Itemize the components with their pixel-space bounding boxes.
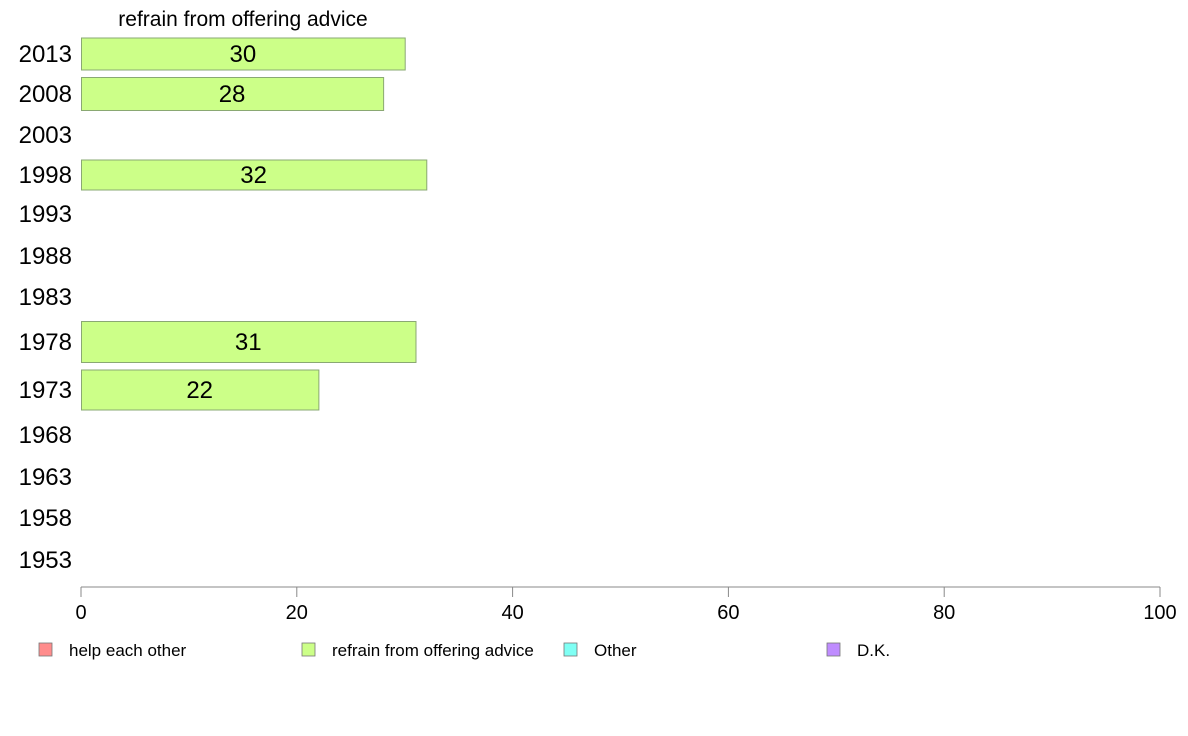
bar xyxy=(81,37,406,71)
x-tick-label: 100 xyxy=(1143,602,1176,624)
legend-label: help each other xyxy=(69,641,187,660)
year-label: 1998 xyxy=(19,162,72,189)
bar xyxy=(81,321,417,363)
year-label: 1958 xyxy=(19,505,72,532)
x-tick-label: 40 xyxy=(501,602,523,624)
year-label: 1988 xyxy=(19,243,72,270)
bar-value-label: 30 xyxy=(229,41,256,68)
year-label: 1953 xyxy=(19,547,72,574)
x-tick-label: 80 xyxy=(933,602,955,624)
year-label: 2008 xyxy=(19,81,72,108)
legend-swatch xyxy=(38,642,53,657)
bar-value-label: 28 xyxy=(219,81,246,108)
x-tick-label: 20 xyxy=(286,602,308,624)
bar-value-label: 31 xyxy=(235,329,262,356)
year-label: 1968 xyxy=(19,422,72,449)
bar-value-label: 32 xyxy=(240,162,267,189)
legend-swatch xyxy=(301,642,316,657)
year-label: 1963 xyxy=(19,464,72,491)
x-tick-label: 60 xyxy=(717,602,739,624)
year-labels: 2013 2008 2003 1998 1993 1988 1983 1978 1973 1968… xyxy=(19,41,72,574)
year-label: 1978 xyxy=(19,329,72,356)
legend-label: refrain from offering advice xyxy=(332,641,534,660)
bar xyxy=(81,369,320,411)
bar-value-label: 22 xyxy=(186,377,213,404)
year-label: 1993 xyxy=(19,201,72,228)
x-axis: 0 20 40 60 80 100 xyxy=(75,586,1177,624)
legend-swatch xyxy=(563,642,578,657)
legend-label: Other xyxy=(594,641,637,660)
bars: 30 28 32 31 22 xyxy=(81,37,428,411)
year-label: 2003 xyxy=(19,122,72,149)
bar xyxy=(81,77,385,111)
legend-label: D.K. xyxy=(857,641,890,660)
legend: help each other refrain from offering adv… xyxy=(38,641,890,660)
year-label: 1973 xyxy=(19,377,72,404)
legend-swatch xyxy=(826,642,841,657)
chart-title: refrain from offering advice xyxy=(118,8,367,31)
x-tick-label: 0 xyxy=(75,602,86,624)
bar xyxy=(81,159,428,191)
year-label: 1983 xyxy=(19,284,72,311)
year-label: 2013 xyxy=(19,41,72,68)
